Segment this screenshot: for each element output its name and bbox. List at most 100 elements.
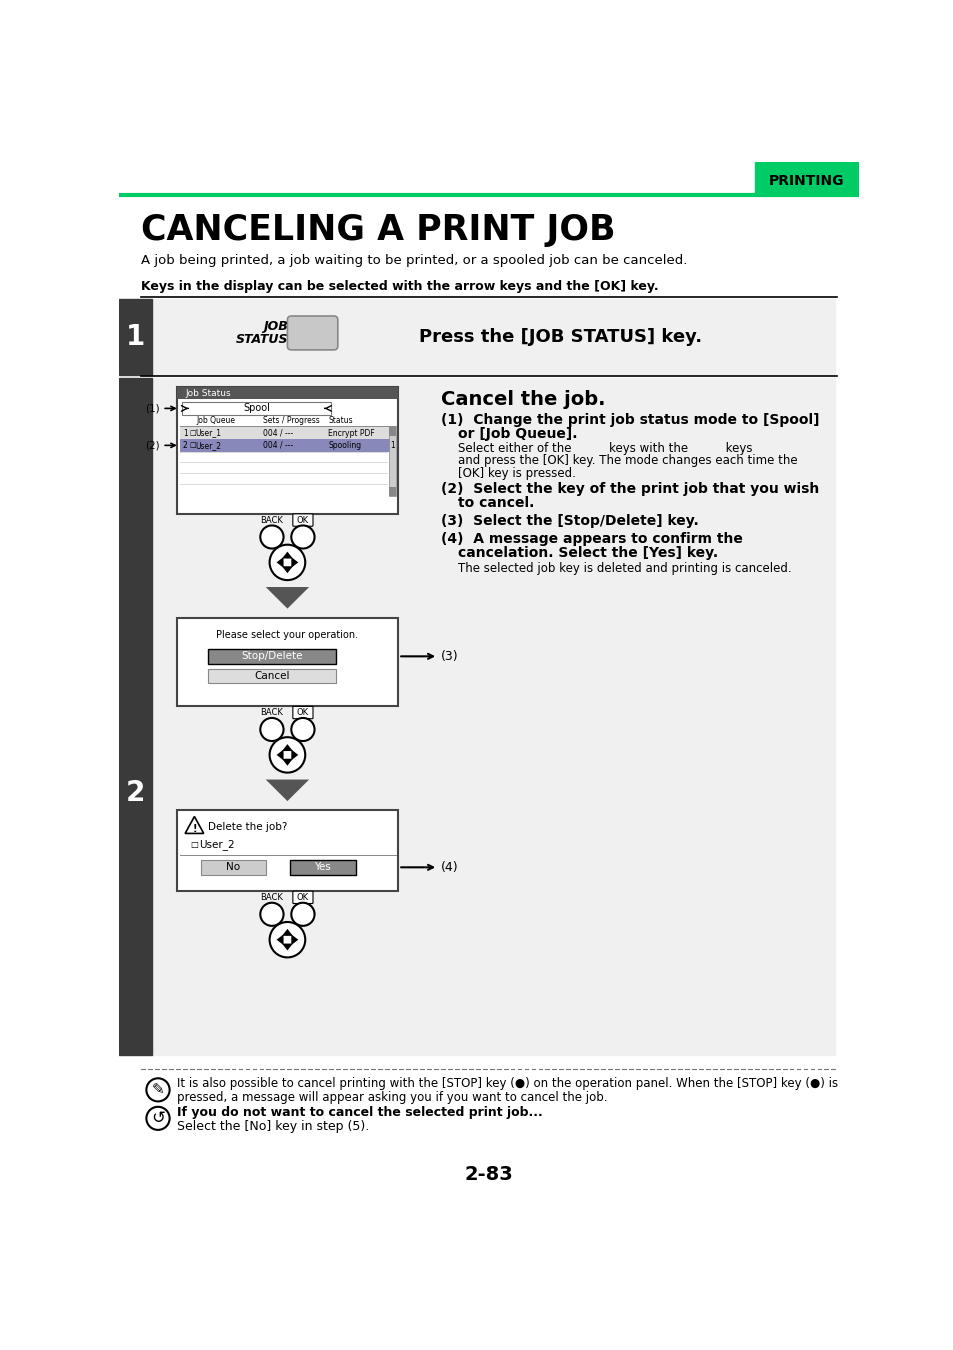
Polygon shape	[266, 587, 309, 609]
Text: Job Queue: Job Queue	[196, 416, 235, 425]
Polygon shape	[276, 558, 283, 568]
Circle shape	[291, 903, 314, 926]
Bar	[389, 427, 395, 497]
Circle shape	[260, 903, 283, 926]
Text: 1: 1	[183, 428, 188, 437]
Text: (3)  Select the [Stop/Delete] key.: (3) Select the [Stop/Delete] key.	[440, 514, 698, 528]
Text: PRINTING: PRINTING	[768, 174, 843, 188]
Polygon shape	[185, 817, 204, 833]
Text: Select either of the          keys with the          keys: Select either of the keys with the keys	[457, 441, 752, 455]
Text: JOB: JOB	[263, 320, 288, 333]
Text: (3): (3)	[400, 649, 458, 663]
Bar	[290, 860, 355, 875]
Bar	[200, 860, 266, 875]
Text: Spooling: Spooling	[328, 441, 361, 450]
Text: (1)  Change the print job status mode to [Spool]: (1) Change the print job status mode to …	[440, 413, 819, 427]
Text: 1: 1	[390, 428, 394, 437]
Bar	[182, 402, 331, 414]
Text: Delete the job?: Delete the job?	[208, 822, 288, 833]
Text: OK: OK	[296, 516, 309, 525]
Polygon shape	[266, 779, 309, 801]
Text: or [Job Queue].: or [Job Queue].	[457, 427, 577, 441]
Text: ✎: ✎	[152, 1083, 164, 1098]
Text: (1): (1)	[145, 404, 174, 413]
Text: OK: OK	[296, 892, 309, 902]
Text: to cancel.: to cancel.	[457, 495, 534, 510]
Text: !: !	[192, 824, 196, 834]
Text: Yes: Yes	[314, 863, 331, 872]
Text: STATUS: STATUS	[235, 332, 288, 346]
Text: Cancel the job.: Cancel the job.	[440, 390, 605, 409]
Text: BACK: BACK	[260, 707, 283, 717]
Bar	[152, 378, 835, 1056]
Bar	[177, 387, 397, 400]
Text: [OK] key is pressed.: [OK] key is pressed.	[457, 467, 576, 479]
Text: No: No	[226, 863, 240, 872]
Circle shape	[291, 718, 314, 741]
Text: Status: Status	[328, 416, 353, 425]
Text: cancelation. Select the [Yes] key.: cancelation. Select the [Yes] key.	[457, 547, 718, 560]
Polygon shape	[291, 749, 298, 760]
FancyBboxPatch shape	[293, 891, 313, 903]
Polygon shape	[276, 749, 283, 760]
Text: □: □	[190, 840, 197, 849]
Polygon shape	[282, 566, 293, 574]
Text: BACK: BACK	[260, 516, 283, 525]
Text: and press the [OK] key. The mode changes each time the: and press the [OK] key. The mode changes…	[457, 454, 797, 467]
Text: pressed, a message will appear asking you if you want to cancel the job.: pressed, a message will appear asking yo…	[176, 1091, 606, 1104]
Bar	[177, 618, 397, 706]
Bar	[179, 427, 395, 439]
Polygon shape	[291, 934, 298, 945]
Bar	[208, 648, 335, 664]
Text: The selected job key is deleted and printing is canceled.: The selected job key is deleted and prin…	[457, 562, 791, 575]
Text: A job being printed, a job waiting to be printed, or a spooled job can be cancel: A job being printed, a job waiting to be…	[141, 254, 686, 267]
Polygon shape	[276, 934, 283, 945]
Text: Please select your operation.: Please select your operation.	[216, 630, 358, 640]
Bar	[389, 487, 395, 497]
Circle shape	[291, 525, 314, 548]
Polygon shape	[291, 558, 298, 568]
Text: (4): (4)	[400, 861, 458, 873]
Text: Stop/Delete: Stop/Delete	[241, 651, 302, 661]
Text: 2: 2	[126, 779, 145, 807]
Text: (2): (2)	[145, 440, 174, 451]
Polygon shape	[282, 929, 293, 936]
Bar	[389, 427, 395, 436]
Circle shape	[270, 922, 305, 957]
Text: Press the [JOB STATUS] key.: Press the [JOB STATUS] key.	[419, 328, 701, 346]
FancyBboxPatch shape	[293, 706, 313, 718]
Text: Job Status: Job Status	[185, 389, 231, 397]
Text: Encrypt PDF: Encrypt PDF	[328, 428, 375, 437]
Bar	[119, 378, 152, 1056]
FancyBboxPatch shape	[293, 514, 313, 526]
Circle shape	[270, 544, 305, 580]
Text: User_2: User_2	[199, 838, 234, 849]
Text: □: □	[189, 443, 195, 448]
Text: Cancel: Cancel	[253, 671, 290, 680]
Polygon shape	[282, 759, 293, 765]
Text: Sets / Progress: Sets / Progress	[262, 416, 319, 425]
Text: BACK: BACK	[260, 892, 283, 902]
Bar	[152, 300, 835, 374]
Bar	[754, 162, 858, 193]
FancyBboxPatch shape	[287, 316, 337, 350]
Text: Spool: Spool	[243, 404, 270, 413]
Text: (2)  Select the key of the print job that you wish: (2) Select the key of the print job that…	[440, 482, 819, 497]
Text: Keys in the display can be selected with the arrow keys and the [OK] key.: Keys in the display can be selected with…	[141, 281, 658, 293]
Text: It is also possible to cancel printing with the [STOP] key (●) on the operation : It is also possible to cancel printing w…	[176, 1077, 837, 1091]
Circle shape	[146, 1107, 170, 1130]
Text: User_1: User_1	[195, 428, 221, 437]
Text: OK: OK	[296, 707, 309, 717]
Circle shape	[146, 1079, 170, 1102]
Text: 004 / ---: 004 / ---	[262, 441, 293, 450]
Text: 004 / ---: 004 / ---	[262, 428, 293, 437]
Bar	[119, 300, 152, 374]
Bar	[179, 439, 395, 451]
Bar	[177, 810, 397, 891]
Circle shape	[270, 737, 305, 772]
Polygon shape	[282, 944, 293, 950]
Text: User_2: User_2	[195, 441, 221, 450]
Circle shape	[260, 525, 283, 548]
Text: □: □	[189, 431, 195, 436]
Text: (4)  A message appears to confirm the: (4) A message appears to confirm the	[440, 532, 742, 547]
